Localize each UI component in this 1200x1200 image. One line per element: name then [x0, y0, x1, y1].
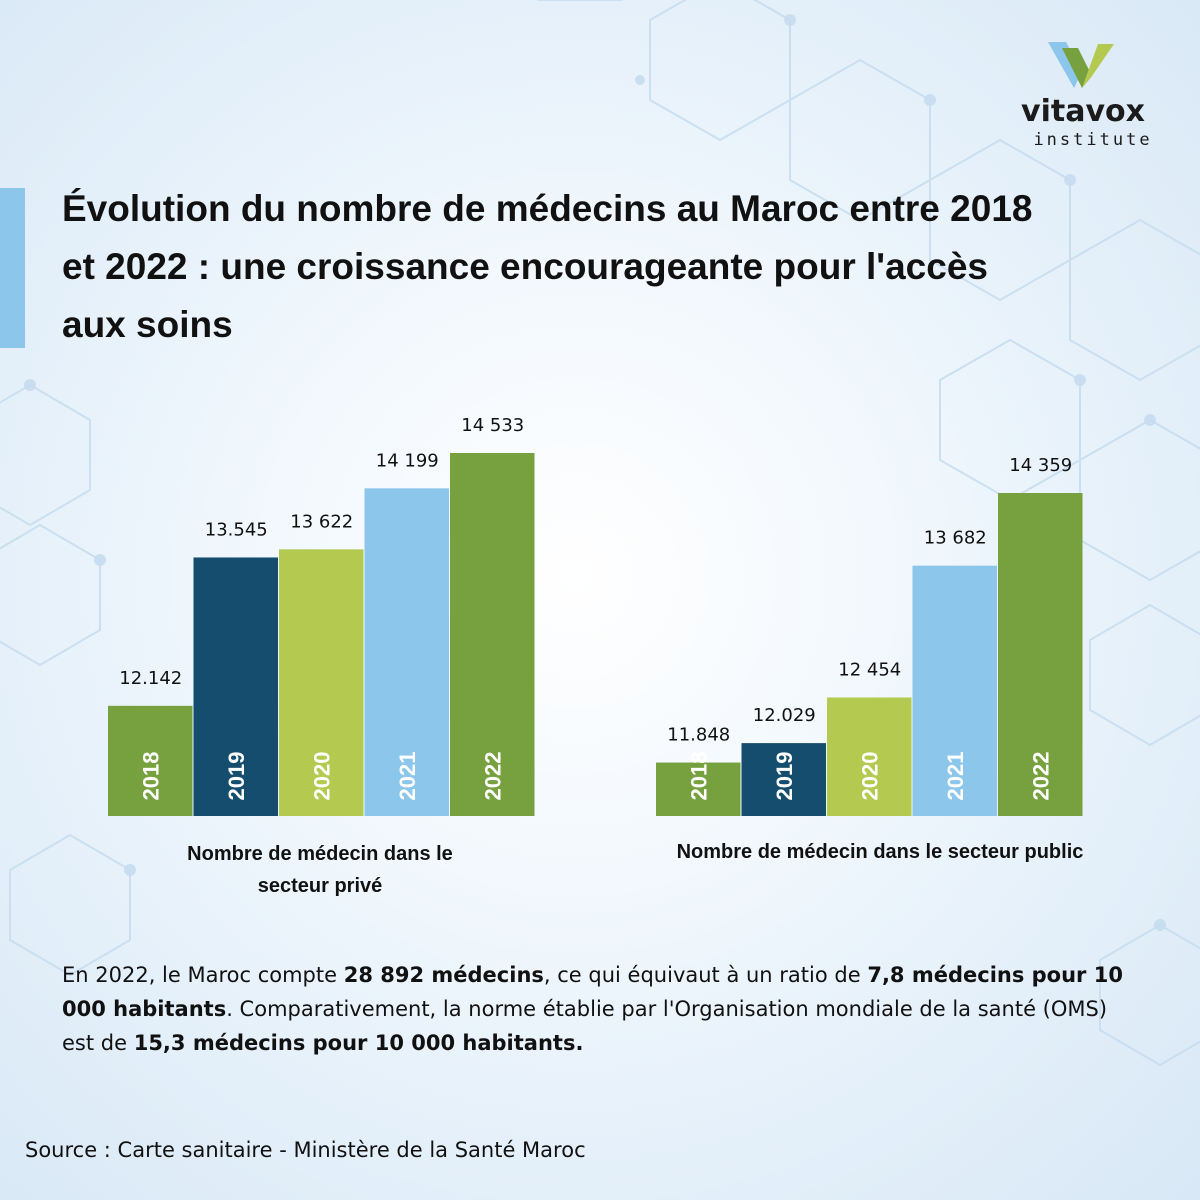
- summary-bold-doctor-count: 28 892 médecins: [343, 963, 544, 987]
- chart-public-sector: 11.848 2018 12.029 2019 12 454 2020 13 682 2021…: [656, 455, 1083, 816]
- chart-private-sector: 12.142 2018 13.545 2019 13 622 2020 14 199 2021…: [108, 415, 535, 816]
- bar-2018: [656, 762, 741, 816]
- summary-paragraph: En 2022, le Maroc compte 28 892 médecins…: [62, 958, 1142, 1060]
- bar-2022: [450, 453, 535, 816]
- bar-2019: [741, 743, 826, 816]
- chart-title-public: Nombre de médecin dans le secteur public: [676, 841, 1084, 863]
- category-label-2019: 2019: [772, 752, 797, 801]
- category-label-2018: 2018: [686, 752, 711, 801]
- bar-2020: [279, 549, 364, 816]
- chart-title-private: Nombre de médecin dans le secteur privé: [187, 843, 453, 897]
- page-title: Évolution du nombre de médecins au Maroc…: [62, 188, 1033, 345]
- summary-text-3: . Comparativement, la norme établie par …: [62, 997, 1108, 1055]
- title-accent-bar: [0, 188, 25, 348]
- summary-bold-ratio: 7,8 médecins pour 10 000 habitants: [62, 963, 1123, 1021]
- bar-2021: [364, 488, 449, 816]
- category-label-2018: 2018: [138, 752, 163, 801]
- category-label-2019: 2019: [224, 752, 249, 801]
- summary-text-1: En 2022, le Maroc compte: [62, 963, 344, 987]
- data-label-2022: 14 533: [461, 415, 524, 436]
- data-label-2020: 12 454: [838, 659, 901, 680]
- bar-2022: [998, 493, 1083, 816]
- data-label-2021: 13 682: [924, 528, 987, 549]
- bar-2018: [108, 705, 193, 816]
- data-label-2019: 13.545: [205, 519, 268, 540]
- data-label-2021: 14 199: [376, 450, 439, 471]
- data-label-2020: 13 622: [290, 511, 353, 532]
- data-label-2019: 12.029: [753, 705, 816, 726]
- category-label-2020: 2020: [309, 752, 334, 801]
- bar-2019: [193, 557, 278, 816]
- category-label-2020: 2020: [857, 752, 882, 801]
- bar-2020: [827, 697, 912, 816]
- data-label-2018: 12.142: [119, 668, 182, 689]
- category-label-2021: 2021: [943, 752, 968, 801]
- vitavox-logo: vitavox institute: [1008, 42, 1158, 152]
- data-label-2018: 11.848: [667, 725, 730, 746]
- vitavox-v-icon: [1048, 42, 1114, 88]
- summary-bold-oms-norm: 15,3 médecins pour 10 000 habitants.: [133, 1031, 584, 1055]
- data-label-2022: 14 359: [1009, 455, 1072, 476]
- bar-2021: [912, 565, 997, 816]
- logo-name: vitavox: [1021, 94, 1145, 129]
- category-label-2022: 2022: [1028, 752, 1053, 801]
- summary-text-2: , ce qui équivaut à un ratio de: [543, 963, 868, 987]
- source-note: Source : Carte sanitaire - Ministère de …: [25, 1138, 586, 1162]
- category-label-2021: 2021: [395, 752, 420, 801]
- logo-subtitle: institute: [1033, 130, 1153, 150]
- category-label-2022: 2022: [480, 752, 505, 801]
